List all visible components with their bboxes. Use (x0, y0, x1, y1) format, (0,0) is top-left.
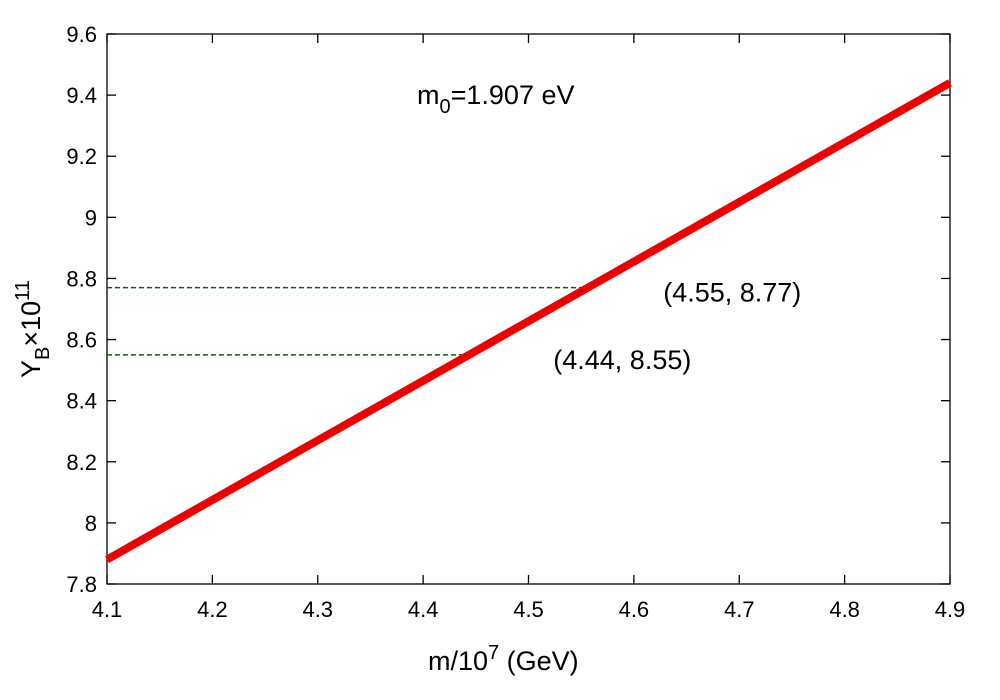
y-tick-label: 8.2 (66, 450, 97, 475)
y-axis-title-subscript: B (32, 347, 54, 360)
y-axis-title: YB×1011 (12, 280, 54, 378)
y-tick-label: 9.4 (66, 83, 97, 108)
reference-lines (107, 286, 582, 356)
y-tick-label: 8 (85, 511, 97, 536)
annotation-m0: m0=1.907 eV (417, 80, 575, 118)
annotation-tail: =1.907 eV (451, 80, 575, 110)
reference-point-label: (4.44, 8.55) (553, 345, 691, 375)
x-tick-label: 4.5 (513, 597, 544, 622)
y-axis-title-base: Y (16, 360, 46, 378)
x-tick-label: 4.6 (619, 597, 650, 622)
x-tick-label: 4.8 (829, 597, 860, 622)
y-tick-label: 9.2 (66, 144, 97, 169)
y-tick-label: 9.6 (66, 22, 97, 47)
x-axis-title-superscript: 7 (488, 642, 499, 664)
series-layer (105, 79, 952, 564)
x-axis-title-tail: (GeV) (499, 646, 579, 676)
plot-frame (106, 33, 951, 585)
reference-point-label: (4.55, 8.77) (663, 278, 801, 308)
x-tick-label: 4.7 (724, 597, 755, 622)
y-axis-title-superscript: 11 (12, 280, 34, 301)
y-tick-label: 7.8 (66, 572, 97, 597)
x-tick-label: 4.1 (92, 597, 123, 622)
x-axis-title: m/107 (GeV) (428, 642, 579, 676)
y-tick-label: 9 (85, 205, 97, 230)
x-tick-label: 4.4 (408, 597, 439, 622)
axis-ticks: 4.1 4.2 4.3 4.4 4.5 4.6 4.7 4.8 4.9 7.8 8 8.2 8.4 8.6… (66, 22, 965, 622)
y-tick-label: 8.6 (66, 328, 97, 353)
y-axis-title-mid: ×10 (16, 301, 46, 347)
x-tick-label: 4.2 (197, 597, 228, 622)
x-axis-title-base: m/10 (428, 646, 488, 676)
annotation-subscript: 0 (440, 96, 451, 118)
x-tick-label: 4.3 (302, 597, 333, 622)
x-tick-label: 4.9 (935, 597, 966, 622)
y-tick-label: 8.8 (66, 266, 97, 291)
annotation-base: m (417, 80, 440, 110)
series-line (105, 79, 952, 564)
y-tick-label: 8.4 (66, 389, 97, 414)
